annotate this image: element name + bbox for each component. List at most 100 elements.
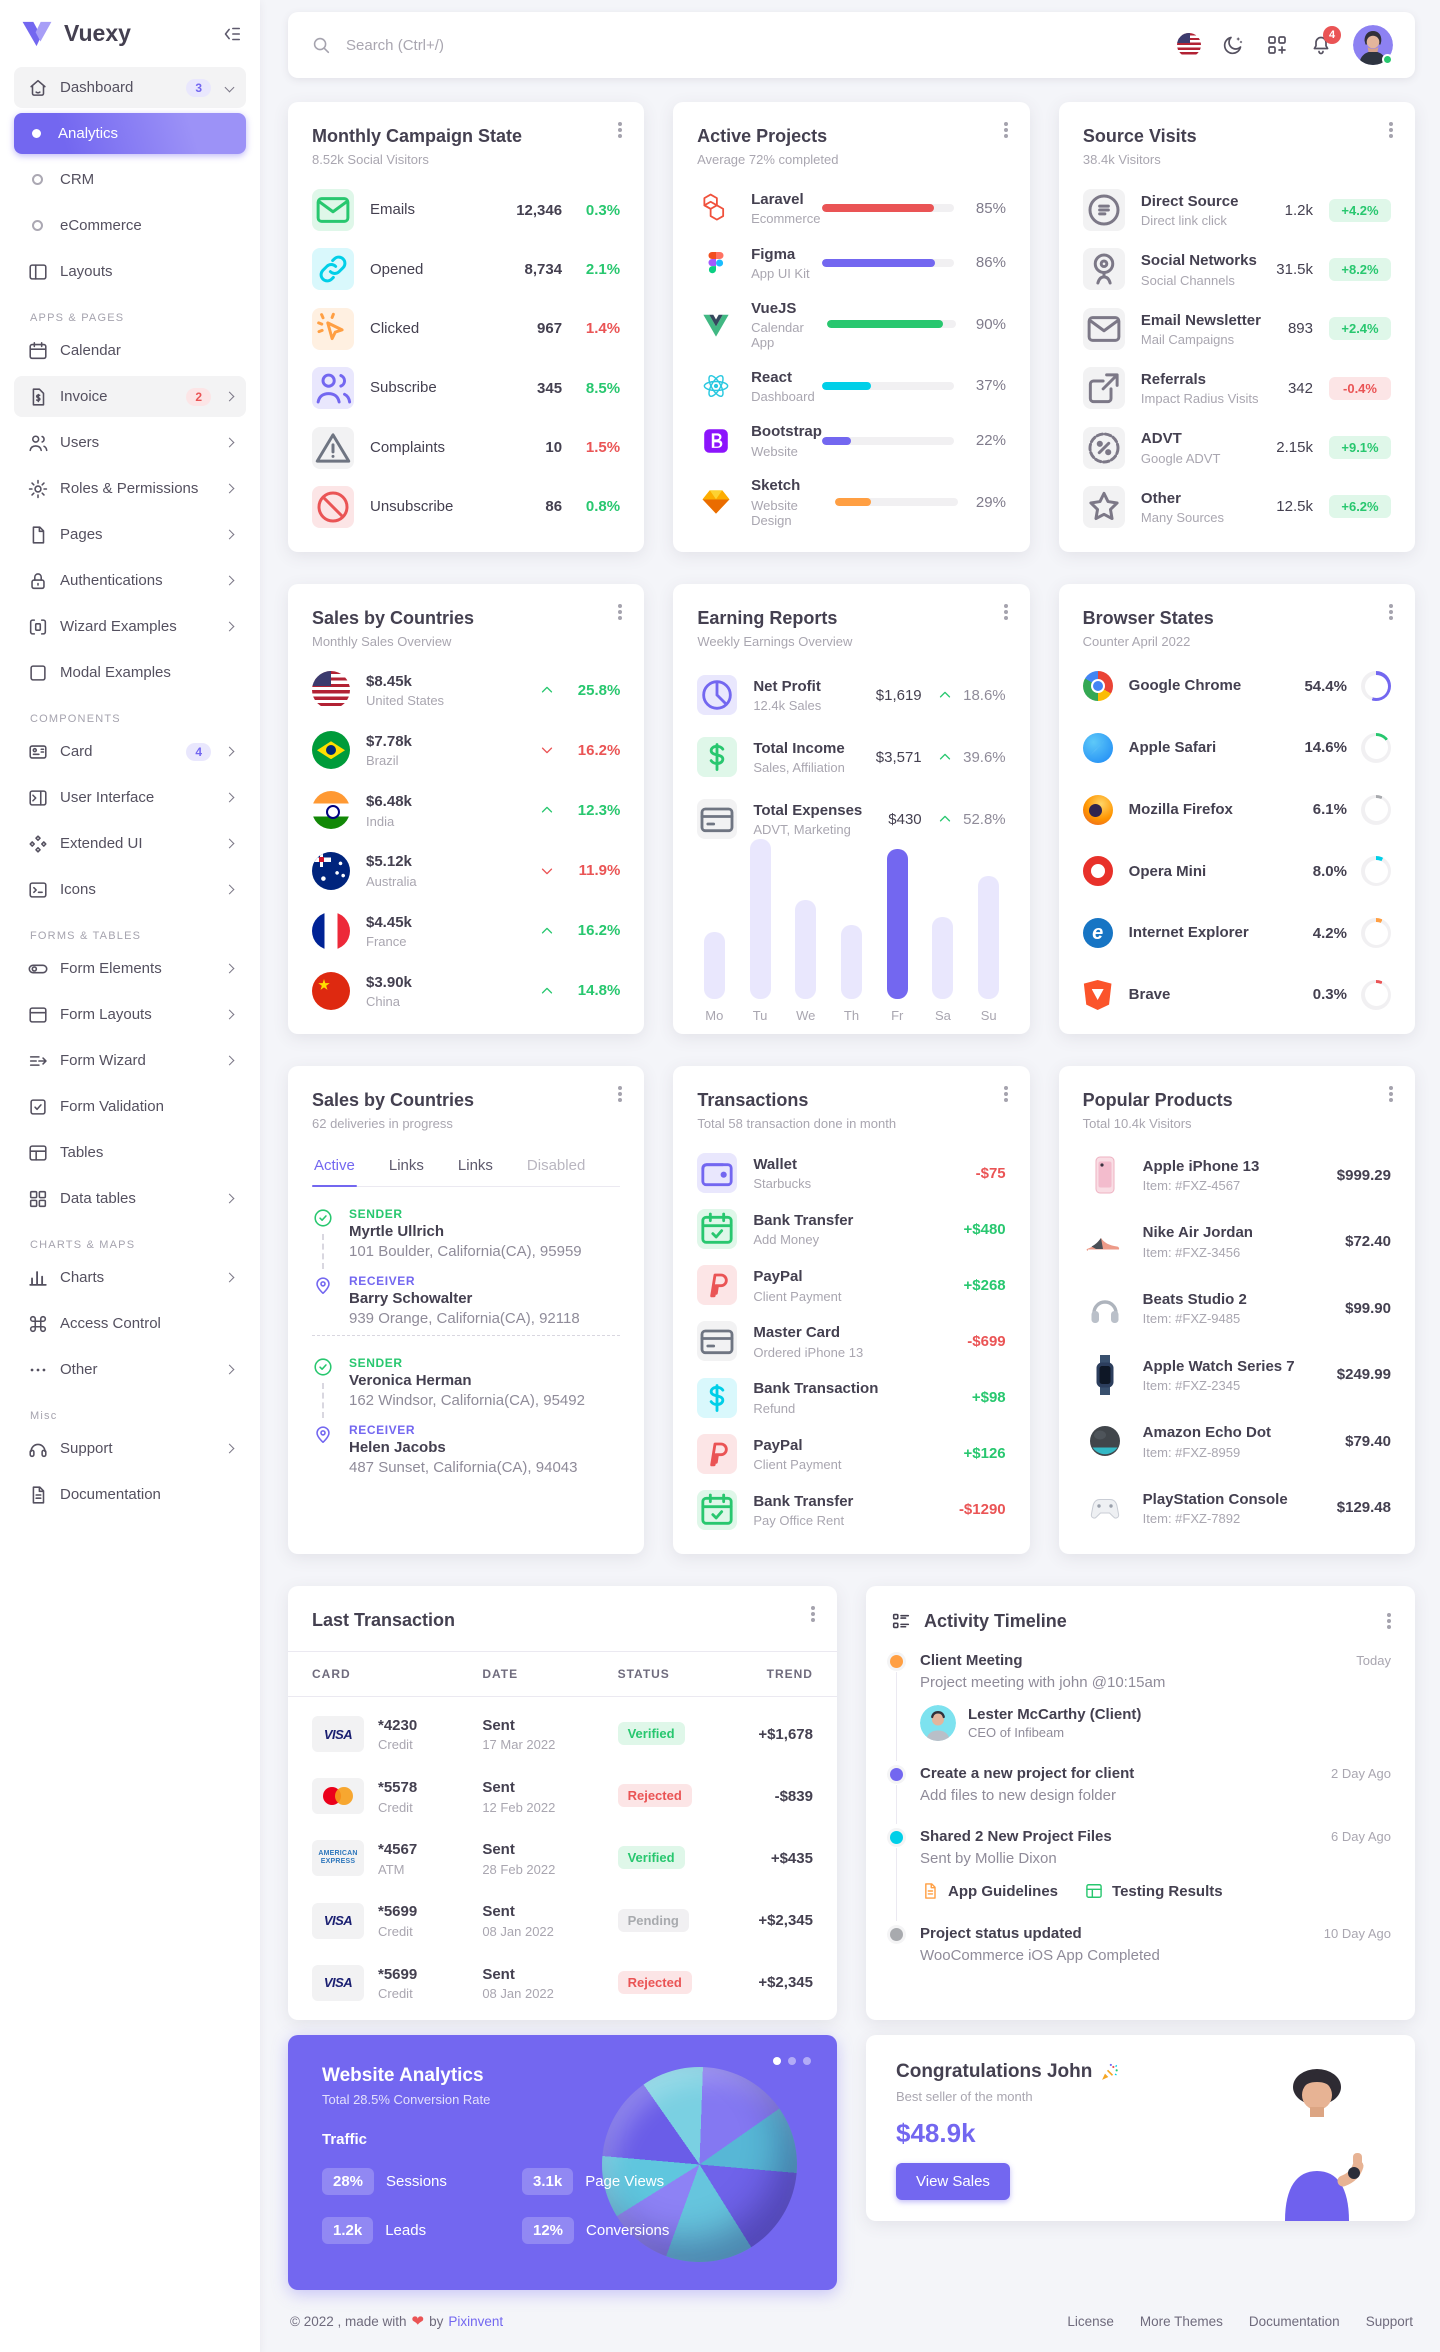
transaction-row: Wallet Starbucks -$75 [697,1153,1006,1193]
link-icon [312,248,354,291]
sidebar-item-card[interactable]: Card 4 [14,731,246,772]
sidebar-item-ecommerce[interactable]: eCommerce [14,205,246,246]
wallet-icon [697,1153,738,1193]
sidebar-item-dashboard[interactable]: Dashboard 3 [14,67,246,108]
sidebar-item-invoice[interactable]: Invoice 2 [14,376,246,417]
progress-ring [1361,671,1391,701]
sidebar-item-form-wizard[interactable]: Form Wizard [14,1040,246,1081]
timeline-item: Create a new project for client 2 Day Ago… [890,1765,1391,1828]
footer-link-more-themes[interactable]: More Themes [1139,2313,1223,2329]
sidebar-item-icons[interactable]: Icons [14,869,246,910]
kebab-menu-icon[interactable] [618,1092,623,1096]
sidebar-item-data-tables[interactable]: Data tables [14,1178,246,1219]
sidebar-item-calendar[interactable]: Calendar [14,330,246,371]
sidebar-item-form-elements[interactable]: Form Elements [14,948,246,989]
table-header: CARD DATE STATUS TREND [288,1651,837,1697]
card-subtitle: Counter April 2022 [1082,634,1191,649]
sidebar-item-support[interactable]: Support [14,1428,246,1469]
meeting-person: Lester McCarthy (Client) CEO of Infibeam [920,1705,1391,1741]
sidebar-item-user-interface[interactable]: User Interface [14,777,246,818]
user-interface-icon [27,787,49,809]
search-input[interactable] [346,36,1177,54]
attachment-testing-results[interactable]: Testing Results [1084,1881,1223,1901]
footer-link-support[interactable]: Support [1365,2313,1413,2329]
credit-card-icon [697,1321,738,1362]
attachment-app-guidelines[interactable]: App Guidelines [920,1881,1058,1901]
source-row: ADVT Google ADVT 2.15k +9.1% [1082,426,1391,469]
chevron-right-icon [224,1055,235,1066]
kebab-menu-icon[interactable] [618,610,623,614]
copyright-text: © 2022 , made with [290,2313,407,2329]
browser-row: Apple Safari 14.6% [1082,732,1391,763]
mastercard-icon [312,1778,364,1815]
kebab-menu-icon[interactable] [1003,610,1008,614]
sales-amount: $48.9k [896,2118,976,2148]
card-subtitle: Total 10.4k Visitors [1082,1116,1192,1131]
shortcuts-grid-icon[interactable] [1265,33,1289,57]
sidebar-item-layouts[interactable]: Layouts [14,251,246,292]
react-icon [697,367,735,405]
sidebar-item-wizard-examples[interactable]: Wizard Examples [14,606,246,647]
tab-disabled[interactable]: Disabled [526,1157,586,1174]
trend-down-icon [538,741,556,759]
search-bar[interactable] [310,34,1177,56]
sidebar-item-form-layouts[interactable]: Form Layouts [14,994,246,1035]
headphones-product-image [1083,1286,1127,1330]
product-row: Beats Studio 2 Item: #FXZ-9485 $99.90 [1083,1286,1391,1330]
kebab-menu-icon[interactable] [1003,128,1008,132]
stat-conversions: 12% Conversions [522,2217,803,2244]
footer-link-documentation[interactable]: Documentation [1248,2313,1340,2329]
pixinvent-link[interactable]: Pixinvent [448,2313,504,2329]
sidebar-item-crm[interactable]: CRM [14,159,246,200]
notifications-bell-icon[interactable]: 4 [1309,26,1341,57]
bar-chart-icon [27,1267,49,1289]
card-title: Congratulations John [896,2061,1093,2082]
carousel-dots[interactable] [773,2057,811,2065]
trend-up-icon [538,922,556,940]
kebab-menu-icon[interactable] [811,1612,815,1616]
map-pin-icon [312,1423,334,1445]
grid-icon [27,1188,49,1210]
user-avatar[interactable] [1353,25,1393,65]
sidebar-item-tables[interactable]: Tables [14,1132,246,1173]
tab-links-2[interactable]: Links [457,1157,493,1174]
transaction-row: Master Card Ordered iPhone 13 -$699 [697,1321,1006,1362]
kebab-menu-icon[interactable] [1389,128,1393,132]
sidebar-item-charts[interactable]: Charts [14,1257,246,1298]
sidebar-item-pages[interactable]: Pages [14,514,246,555]
view-sales-button[interactable]: View Sales [896,2163,1010,2200]
sidebar-item-other[interactable]: Other [14,1349,246,1390]
project-row: Bootstrap Website 22% [697,422,1006,460]
tab-links-1[interactable]: Links [388,1157,424,1174]
kebab-menu-icon[interactable] [1389,1092,1393,1096]
progress-bar [821,381,954,390]
brave-icon [1083,979,1112,1010]
sidebar-item-users[interactable]: Users [14,422,246,463]
sphere-illustration [602,2067,797,2262]
kebab-menu-icon[interactable] [1387,1619,1391,1623]
kebab-menu-icon[interactable] [1003,1092,1008,1096]
stat-sessions: 28% Sessions [322,2168,522,2195]
sidebar-item-extended-ui[interactable]: Extended UI [14,823,246,864]
figma-icon [697,244,735,282]
sidebar-item-documentation[interactable]: Documentation [14,1474,246,1515]
sidebar-item-analytics[interactable]: Analytics [14,113,246,154]
chevron-down-icon [224,82,235,93]
chevron-right-icon [224,1443,235,1454]
kebab-menu-icon[interactable] [1389,610,1393,614]
sidebar-item-authentications[interactable]: Authentications [14,560,246,601]
dark-mode-moon-icon[interactable] [1221,33,1245,57]
sidebar-item-access-control[interactable]: Access Control [14,1303,246,1344]
source-visits-card: Source Visits 38.4k Visitors Direct Sour… [1058,102,1415,552]
congratulations-card: Congratulations John Best seller of the … [866,2035,1415,2221]
kebab-menu-icon[interactable] [618,128,623,132]
sidebar-item-modal-examples[interactable]: Modal Examples [14,652,246,693]
list-details-icon [890,1610,912,1632]
sidebar-item-form-validation[interactable]: Form Validation [14,1086,246,1127]
sidebar-collapse-icon[interactable] [220,23,242,45]
sidebar-item-roles-permissions[interactable]: Roles & Permissions [14,468,246,509]
language-flag-us-icon[interactable] [1177,33,1201,57]
section-misc: Misc [30,1410,58,1422]
tab-active[interactable]: Active [312,1147,357,1187]
footer-link-license[interactable]: License [1067,2313,1114,2329]
